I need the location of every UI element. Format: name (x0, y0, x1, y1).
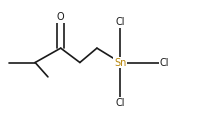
Text: Cl: Cl (116, 98, 125, 108)
Text: Sn: Sn (114, 58, 127, 68)
Text: O: O (57, 12, 65, 22)
Text: Cl: Cl (160, 58, 169, 68)
Text: Cl: Cl (116, 17, 125, 27)
